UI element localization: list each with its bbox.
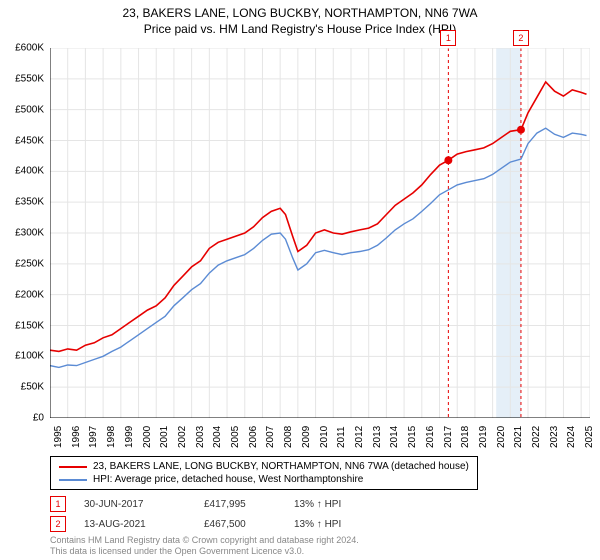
datapoint-delta: 13% ↑ HPI <box>294 499 374 510</box>
x-tick-label: 2014 <box>389 426 400 448</box>
datapoint-row: 1 30-JUN-2017 £417,995 13% ↑ HPI <box>50 496 374 512</box>
y-tick-label: £550K <box>15 73 44 84</box>
y-tick-label: £350K <box>15 197 44 208</box>
datapoint-date: 13-AUG-2021 <box>84 519 204 530</box>
chart-container: 23, BAKERS LANE, LONG BUCKBY, NORTHAMPTO… <box>0 0 600 560</box>
x-tick-label: 2019 <box>478 426 489 448</box>
legend-row: HPI: Average price, detached house, West… <box>59 473 469 486</box>
y-tick-label: £100K <box>15 351 44 362</box>
x-tick-label: 2023 <box>549 426 560 448</box>
x-tick-label: 2005 <box>230 426 241 448</box>
chart-marker-box: 1 <box>440 30 456 46</box>
x-tick-label: 2007 <box>265 426 276 448</box>
x-tick-label: 1995 <box>53 426 64 448</box>
x-tick-label: 2011 <box>336 426 347 448</box>
x-tick-label: 2018 <box>460 426 471 448</box>
legend-box: 23, BAKERS LANE, LONG BUCKBY, NORTHAMPTO… <box>50 456 478 490</box>
y-tick-label: £600K <box>15 43 44 54</box>
y-tick-label: £500K <box>15 104 44 115</box>
legend-row: 23, BAKERS LANE, LONG BUCKBY, NORTHAMPTO… <box>59 460 469 473</box>
datapoint-marker-icon: 1 <box>50 496 66 512</box>
y-tick-label: £200K <box>15 289 44 300</box>
datapoint-delta: 13% ↑ HPI <box>294 519 374 530</box>
x-axis-labels: 1995 1996 1997 1998 1999 2000 2001 2002 2003 2004… <box>50 420 590 450</box>
x-tick-label: 2015 <box>407 426 418 448</box>
x-tick-label: 2006 <box>248 426 259 448</box>
x-tick-label: 2020 <box>496 426 507 448</box>
title-subtitle: Price paid vs. HM Land Registry's House … <box>0 22 600 36</box>
y-tick-label: £150K <box>15 320 44 331</box>
datapoint-row: 2 13-AUG-2021 £467,500 13% ↑ HPI <box>50 516 374 532</box>
y-axis-labels: £0£50K£100K£150K£200K£250K£300K£350K£400… <box>0 48 48 418</box>
y-tick-label: £0 <box>33 413 44 424</box>
footer-attribution: Contains HM Land Registry data © Crown c… <box>50 535 359 557</box>
x-tick-label: 1997 <box>88 426 99 448</box>
chart-plot-area <box>50 48 590 418</box>
x-tick-label: 1999 <box>124 426 135 448</box>
y-tick-label: £450K <box>15 135 44 146</box>
x-tick-label: 2022 <box>531 426 542 448</box>
x-tick-label: 2012 <box>354 426 365 448</box>
y-tick-label: £50K <box>21 382 44 393</box>
x-tick-label: 1998 <box>106 426 117 448</box>
x-tick-label: 2002 <box>177 426 188 448</box>
x-tick-label: 2010 <box>319 426 330 448</box>
chart-svg <box>50 48 590 418</box>
footer-line: This data is licensed under the Open Gov… <box>50 546 359 557</box>
y-tick-label: £300K <box>15 228 44 239</box>
chart-marker-box: 2 <box>513 30 529 46</box>
y-tick-label: £400K <box>15 166 44 177</box>
legend-swatch-icon <box>59 479 87 481</box>
x-tick-label: 2004 <box>212 426 223 448</box>
x-tick-label: 2001 <box>159 426 170 448</box>
legend-label: HPI: Average price, detached house, West… <box>93 474 363 485</box>
datapoint-price: £467,500 <box>204 519 294 530</box>
datapoint-table: 1 30-JUN-2017 £417,995 13% ↑ HPI 2 13-AU… <box>50 496 374 536</box>
datapoint-date: 30-JUN-2017 <box>84 499 204 510</box>
datapoint-price: £417,995 <box>204 499 294 510</box>
title-block: 23, BAKERS LANE, LONG BUCKBY, NORTHAMPTO… <box>0 0 600 36</box>
x-tick-label: 1996 <box>71 426 82 448</box>
x-tick-label: 2016 <box>425 426 436 448</box>
x-tick-label: 2008 <box>283 426 294 448</box>
x-tick-label: 2017 <box>443 426 454 448</box>
legend-swatch-icon <box>59 466 87 468</box>
x-tick-label: 2024 <box>566 426 577 448</box>
x-tick-label: 2009 <box>301 426 312 448</box>
x-tick-label: 2013 <box>372 426 383 448</box>
footer-line: Contains HM Land Registry data © Crown c… <box>50 535 359 546</box>
x-tick-label: 2003 <box>195 426 206 448</box>
y-tick-label: £250K <box>15 258 44 269</box>
legend-label: 23, BAKERS LANE, LONG BUCKBY, NORTHAMPTO… <box>93 461 469 472</box>
datapoint-marker-icon: 2 <box>50 516 66 532</box>
x-tick-label: 2000 <box>142 426 153 448</box>
title-address: 23, BAKERS LANE, LONG BUCKBY, NORTHAMPTO… <box>0 6 600 20</box>
x-tick-label: 2025 <box>584 426 595 448</box>
x-tick-label: 2021 <box>513 426 524 448</box>
